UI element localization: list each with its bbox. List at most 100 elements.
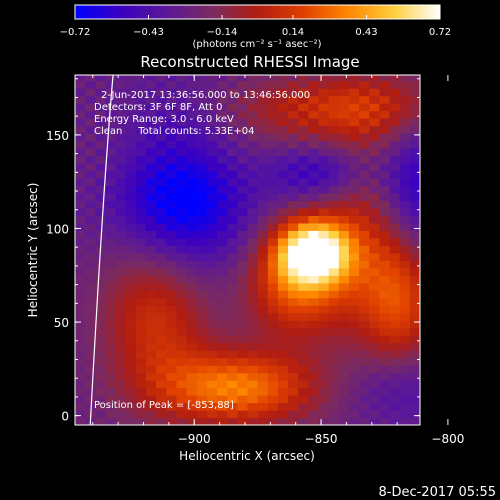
heatmap-cell: [409, 395, 420, 404]
heatmap-cell: [196, 170, 208, 179]
heatmap-cell: [399, 335, 411, 344]
heatmap-cell: [379, 417, 391, 425]
heatmap-cell: [247, 297, 259, 306]
heatmap-cell: [237, 282, 249, 291]
heatmap-cell: [95, 230, 107, 239]
heatmap-cell: [399, 215, 411, 224]
heatmap-cell: [338, 125, 350, 134]
heatmap-cell: [156, 237, 167, 246]
heatmap-cell: [338, 110, 350, 119]
heatmap-cell: [186, 110, 198, 119]
heatmap-cell: [196, 365, 208, 374]
heatmap-cell: [105, 252, 117, 261]
heatmap-cell: [379, 282, 391, 291]
heatmap-cell: [146, 410, 157, 419]
heatmap-cell: [399, 192, 411, 201]
heatmap-cell: [389, 260, 401, 269]
heatmap-cell: [308, 372, 320, 381]
heatmap-cell: [359, 95, 370, 104]
heatmap-cell: [277, 290, 289, 299]
heatmap-cell: [206, 140, 218, 149]
heatmap-cell: [399, 275, 411, 284]
heatmap-cell: [85, 357, 96, 366]
colorbar-tick-label: −0.43: [133, 27, 164, 38]
heatmap-cell: [277, 155, 289, 164]
heatmap-cell: [135, 245, 147, 254]
heatmap-cell: [85, 177, 96, 187]
heatmap-cell: [359, 140, 370, 149]
heatmap-cell: [186, 335, 198, 344]
heatmap-cell: [277, 365, 289, 374]
heatmap-cell: [247, 417, 259, 425]
heatmap-cell: [196, 372, 208, 381]
heatmap-cell: [399, 170, 411, 179]
heatmap-cell: [369, 162, 381, 172]
heatmap-cell: [308, 335, 320, 344]
heatmap-cell: [227, 200, 238, 209]
heatmap-cell: [125, 185, 137, 194]
heatmap-cell: [409, 237, 420, 246]
heatmap-cell: [288, 177, 299, 187]
heatmap-cell: [146, 155, 157, 164]
heatmap-cell: [95, 275, 107, 284]
heatmap-cell: [135, 410, 147, 419]
heatmap-cell: [75, 147, 86, 157]
heatmap-cell: [379, 312, 391, 321]
heatmap-cell: [338, 230, 350, 239]
heatmap-cell: [176, 290, 188, 299]
heatmap-cell: [176, 380, 188, 389]
heatmap-cell: [359, 260, 370, 269]
heatmap-cell: [267, 215, 279, 224]
heatmap-cell: [135, 365, 147, 374]
heatmap-cell: [277, 103, 289, 112]
heatmap-cell: [247, 230, 259, 239]
heatmap-cell: [146, 335, 157, 344]
heatmap-cell: [288, 118, 299, 127]
heatmap-cell: [409, 335, 420, 344]
heatmap-cell: [95, 342, 107, 351]
heatmap-cell: [318, 207, 330, 216]
heatmap-cell: [277, 297, 289, 306]
heatmap-cell: [75, 267, 86, 276]
heatmap-cell: [328, 80, 340, 89]
heatmap-cell: [206, 200, 218, 209]
heatmap-cell: [176, 417, 188, 425]
heatmap-cell: [288, 417, 299, 425]
heatmap-cell: [257, 140, 269, 149]
heatmap-cell: [379, 260, 391, 269]
heatmap-cell: [338, 410, 350, 419]
heatmap-cell: [359, 177, 370, 187]
heatmap-cell: [186, 402, 198, 411]
heatmap-cell: [95, 387, 107, 396]
heatmap-cell: [206, 275, 218, 284]
heatmap-cell: [379, 170, 391, 179]
heatmap-cell: [277, 177, 289, 187]
heatmap-cell: [176, 327, 188, 336]
heatmap-cell: [298, 365, 309, 374]
heatmap-cell: [247, 200, 259, 209]
heatmap-cell: [318, 365, 330, 374]
heatmap-cell: [389, 192, 401, 201]
heatmap-cell: [115, 237, 127, 246]
heatmap-cell: [75, 207, 86, 216]
heatmap-cell: [379, 177, 391, 187]
heatmap-cell: [176, 387, 188, 396]
heatmap-cell: [217, 402, 228, 411]
heatmap-cell: [115, 297, 127, 306]
heatmap-cell: [115, 125, 127, 134]
heatmap-cell: [298, 207, 309, 216]
heatmap-cell: [288, 162, 299, 172]
heatmap-cell: [247, 125, 259, 134]
heatmap-cell: [288, 350, 299, 359]
heatmap-cell: [257, 320, 269, 329]
heatmap-cell: [146, 147, 157, 157]
heatmap-cell: [348, 297, 360, 306]
heatmap-cell: [186, 140, 198, 149]
heatmap-cell: [105, 417, 117, 425]
heatmap-cell: [288, 320, 299, 329]
heatmap-cell: [247, 252, 259, 261]
heatmap-cell: [389, 417, 401, 425]
heatmap-cell: [227, 282, 238, 291]
heatmap-cell: [359, 252, 370, 261]
heatmap-cell: [166, 237, 178, 246]
